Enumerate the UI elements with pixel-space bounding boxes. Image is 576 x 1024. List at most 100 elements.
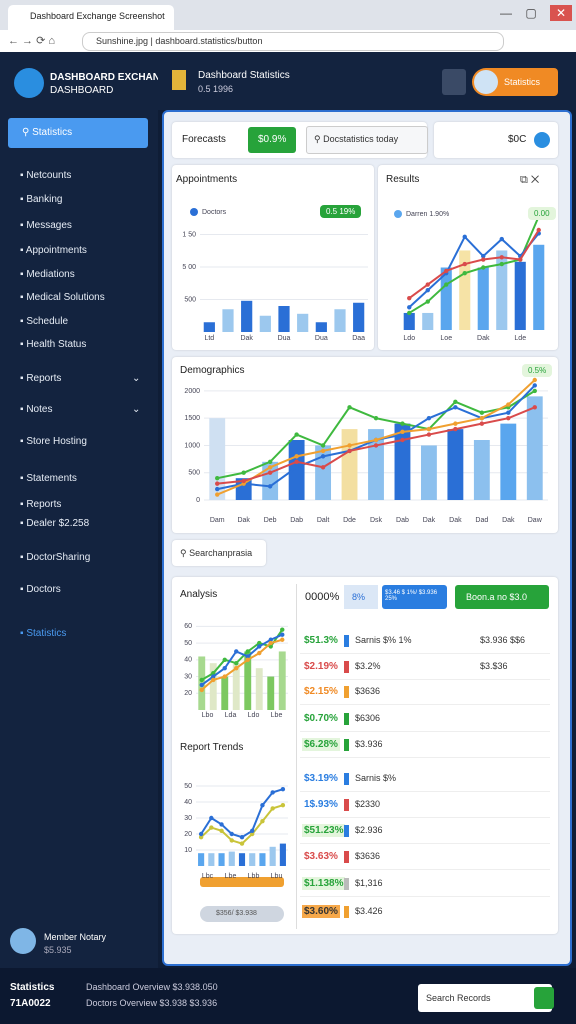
value-text: $0C — [508, 134, 527, 145]
chart-badge: 0.00 — [528, 207, 556, 220]
row-text: $3.2% — [355, 661, 381, 671]
row-extra: $3.936 $$6 — [480, 635, 526, 645]
chart-title: Demographics — [180, 365, 245, 376]
logo — [14, 68, 44, 98]
url-field[interactable] — [82, 32, 504, 51]
menu-item[interactable]: ▪ Dealer $2.258 — [20, 518, 90, 529]
footer-search-text: Search Records — [426, 993, 491, 1003]
row-value: $3.19% — [304, 773, 338, 784]
row-marker — [344, 878, 349, 890]
menu-label: Netcounts — [26, 170, 72, 181]
search-text: ⚲ Searchanprasia — [180, 548, 253, 558]
menu-label: Statements — [26, 473, 77, 484]
row-marker — [344, 739, 349, 751]
menu-label: Schedule — [26, 316, 69, 327]
row-marker — [344, 906, 349, 918]
menu-item[interactable]: ▪ Appointments — [20, 245, 87, 256]
footer-search[interactable] — [418, 984, 552, 1012]
badge — [248, 127, 296, 153]
menu-item[interactable]: ▪ Banking — [20, 194, 63, 205]
menu-item[interactable]: ▪ Mediations — [20, 269, 75, 280]
menu-item[interactable]: ▪ Schedule — [20, 316, 69, 327]
menu-item[interactable]: ▪ Statements — [20, 473, 77, 484]
row-text: $6306 — [355, 713, 381, 723]
avatar[interactable] — [10, 928, 36, 954]
row-value: $2.19% — [304, 661, 338, 672]
menu-label: Messages — [26, 220, 72, 231]
search-label: ⚲ Statistics — [22, 127, 73, 138]
divider — [296, 584, 297, 929]
menu-item[interactable]: ▪ Netcounts — [20, 170, 72, 181]
url: Sunshine.jpg | dashboard.statistics/butt… — [96, 36, 263, 46]
row-value: $2.15% — [304, 686, 338, 697]
row-line — [300, 817, 550, 818]
card-actions[interactable]: ⧉ ✕ — [520, 174, 540, 186]
green-button-text: Boon.a no $3.0 — [466, 592, 528, 602]
footer-left: Statistics — [10, 982, 55, 993]
user-name: Member Notary — [44, 932, 107, 942]
row-line — [300, 757, 550, 758]
row-line — [300, 653, 550, 654]
menu-label: Health Status — [26, 339, 87, 350]
row-text: $3.936 — [355, 739, 383, 749]
menu-item[interactable]: ▪ Reports ⌄ — [20, 373, 141, 384]
progress — [200, 877, 284, 887]
notify-button[interactable] — [442, 69, 466, 95]
row-value: $0.70% — [304, 713, 338, 724]
row-marker — [344, 661, 349, 673]
menu-item[interactable]: ▪ Store Hosting — [20, 436, 87, 447]
row-text: $2.936 — [355, 825, 383, 835]
chart-title: Results — [386, 174, 420, 185]
menu-label: Dealer $2.258 — [26, 518, 90, 529]
sidebar: DASHBOARD EXCHANGE DASHBOARD ⚲ Statistic… — [0, 52, 174, 968]
row-extra: $3.$36 — [480, 661, 508, 671]
footer-mid: Doctors Overview $3.938 $3.936 — [86, 998, 218, 1008]
menu-label: Banking — [26, 194, 63, 205]
search-button[interactable] — [8, 118, 148, 148]
row-text: $2330 — [355, 799, 381, 809]
menu-label: Reports — [26, 499, 62, 510]
tab-bar: Dashboard Exchange Screenshot — ▢ ✕ — [0, 0, 576, 30]
row-line — [300, 704, 550, 705]
search-field[interactable] — [306, 126, 428, 154]
menu-label: Reports — [26, 373, 62, 384]
blue-button[interactable] — [382, 585, 447, 609]
menu-item[interactable]: ▪ Statistics — [20, 628, 67, 639]
row-text: Sarnis $% 1% — [355, 635, 412, 645]
menu-item[interactable]: ▪ Health Status — [20, 339, 87, 350]
window-controls[interactable]: — ▢ ✕ — [500, 5, 573, 21]
menu-item[interactable]: ▪ Notes ⌄ — [20, 404, 141, 415]
brand: DASHBOARD EXCHANGE — [50, 72, 175, 83]
card — [172, 357, 558, 533]
slider[interactable] — [200, 906, 284, 922]
chart-title: Analysis — [180, 589, 218, 600]
menu-item[interactable]: ▪ Medical Solutions — [20, 292, 105, 303]
row-line — [300, 731, 550, 732]
menu-item[interactable]: ▪ DoctorSharing — [20, 552, 91, 563]
nav-buttons[interactable]: ← → ⟳ ⌂ — [8, 35, 56, 47]
profile-label: Statistics — [504, 77, 541, 87]
menu-item[interactable]: ▪ Doctors — [20, 584, 61, 595]
tab-title: Dashboard Exchange Screenshot — [30, 11, 165, 21]
search-field[interactable] — [172, 540, 266, 566]
card — [172, 165, 374, 350]
row-marker — [344, 773, 349, 785]
info-icon[interactable] — [534, 132, 550, 148]
row-line — [300, 843, 550, 844]
menu-label: Notes — [26, 404, 53, 415]
menu-label: Store Hosting — [26, 436, 87, 447]
footer-search-button[interactable] — [534, 987, 554, 1009]
user-sub: $5.935 — [44, 945, 72, 955]
badge-text: $0.9% — [258, 134, 287, 145]
footer-mid: Dashboard Overview $3.938.050 — [86, 982, 218, 992]
chart-title: Report Trends — [180, 742, 244, 753]
row-text: $3636 — [355, 686, 381, 696]
green-button[interactable] — [455, 585, 549, 609]
menu-item[interactable]: ▪ Reports — [20, 499, 62, 510]
tab[interactable] — [8, 5, 174, 30]
row-marker — [344, 851, 349, 863]
chart-badge: 0.5 19% — [320, 205, 362, 218]
header: Dashboard Statistics 0.5 1996 Statistics — [158, 52, 576, 110]
footer: Statistics 71A0022 Dashboard Overview $3… — [0, 968, 576, 1024]
menu-item[interactable]: ▪ Messages — [20, 220, 72, 231]
